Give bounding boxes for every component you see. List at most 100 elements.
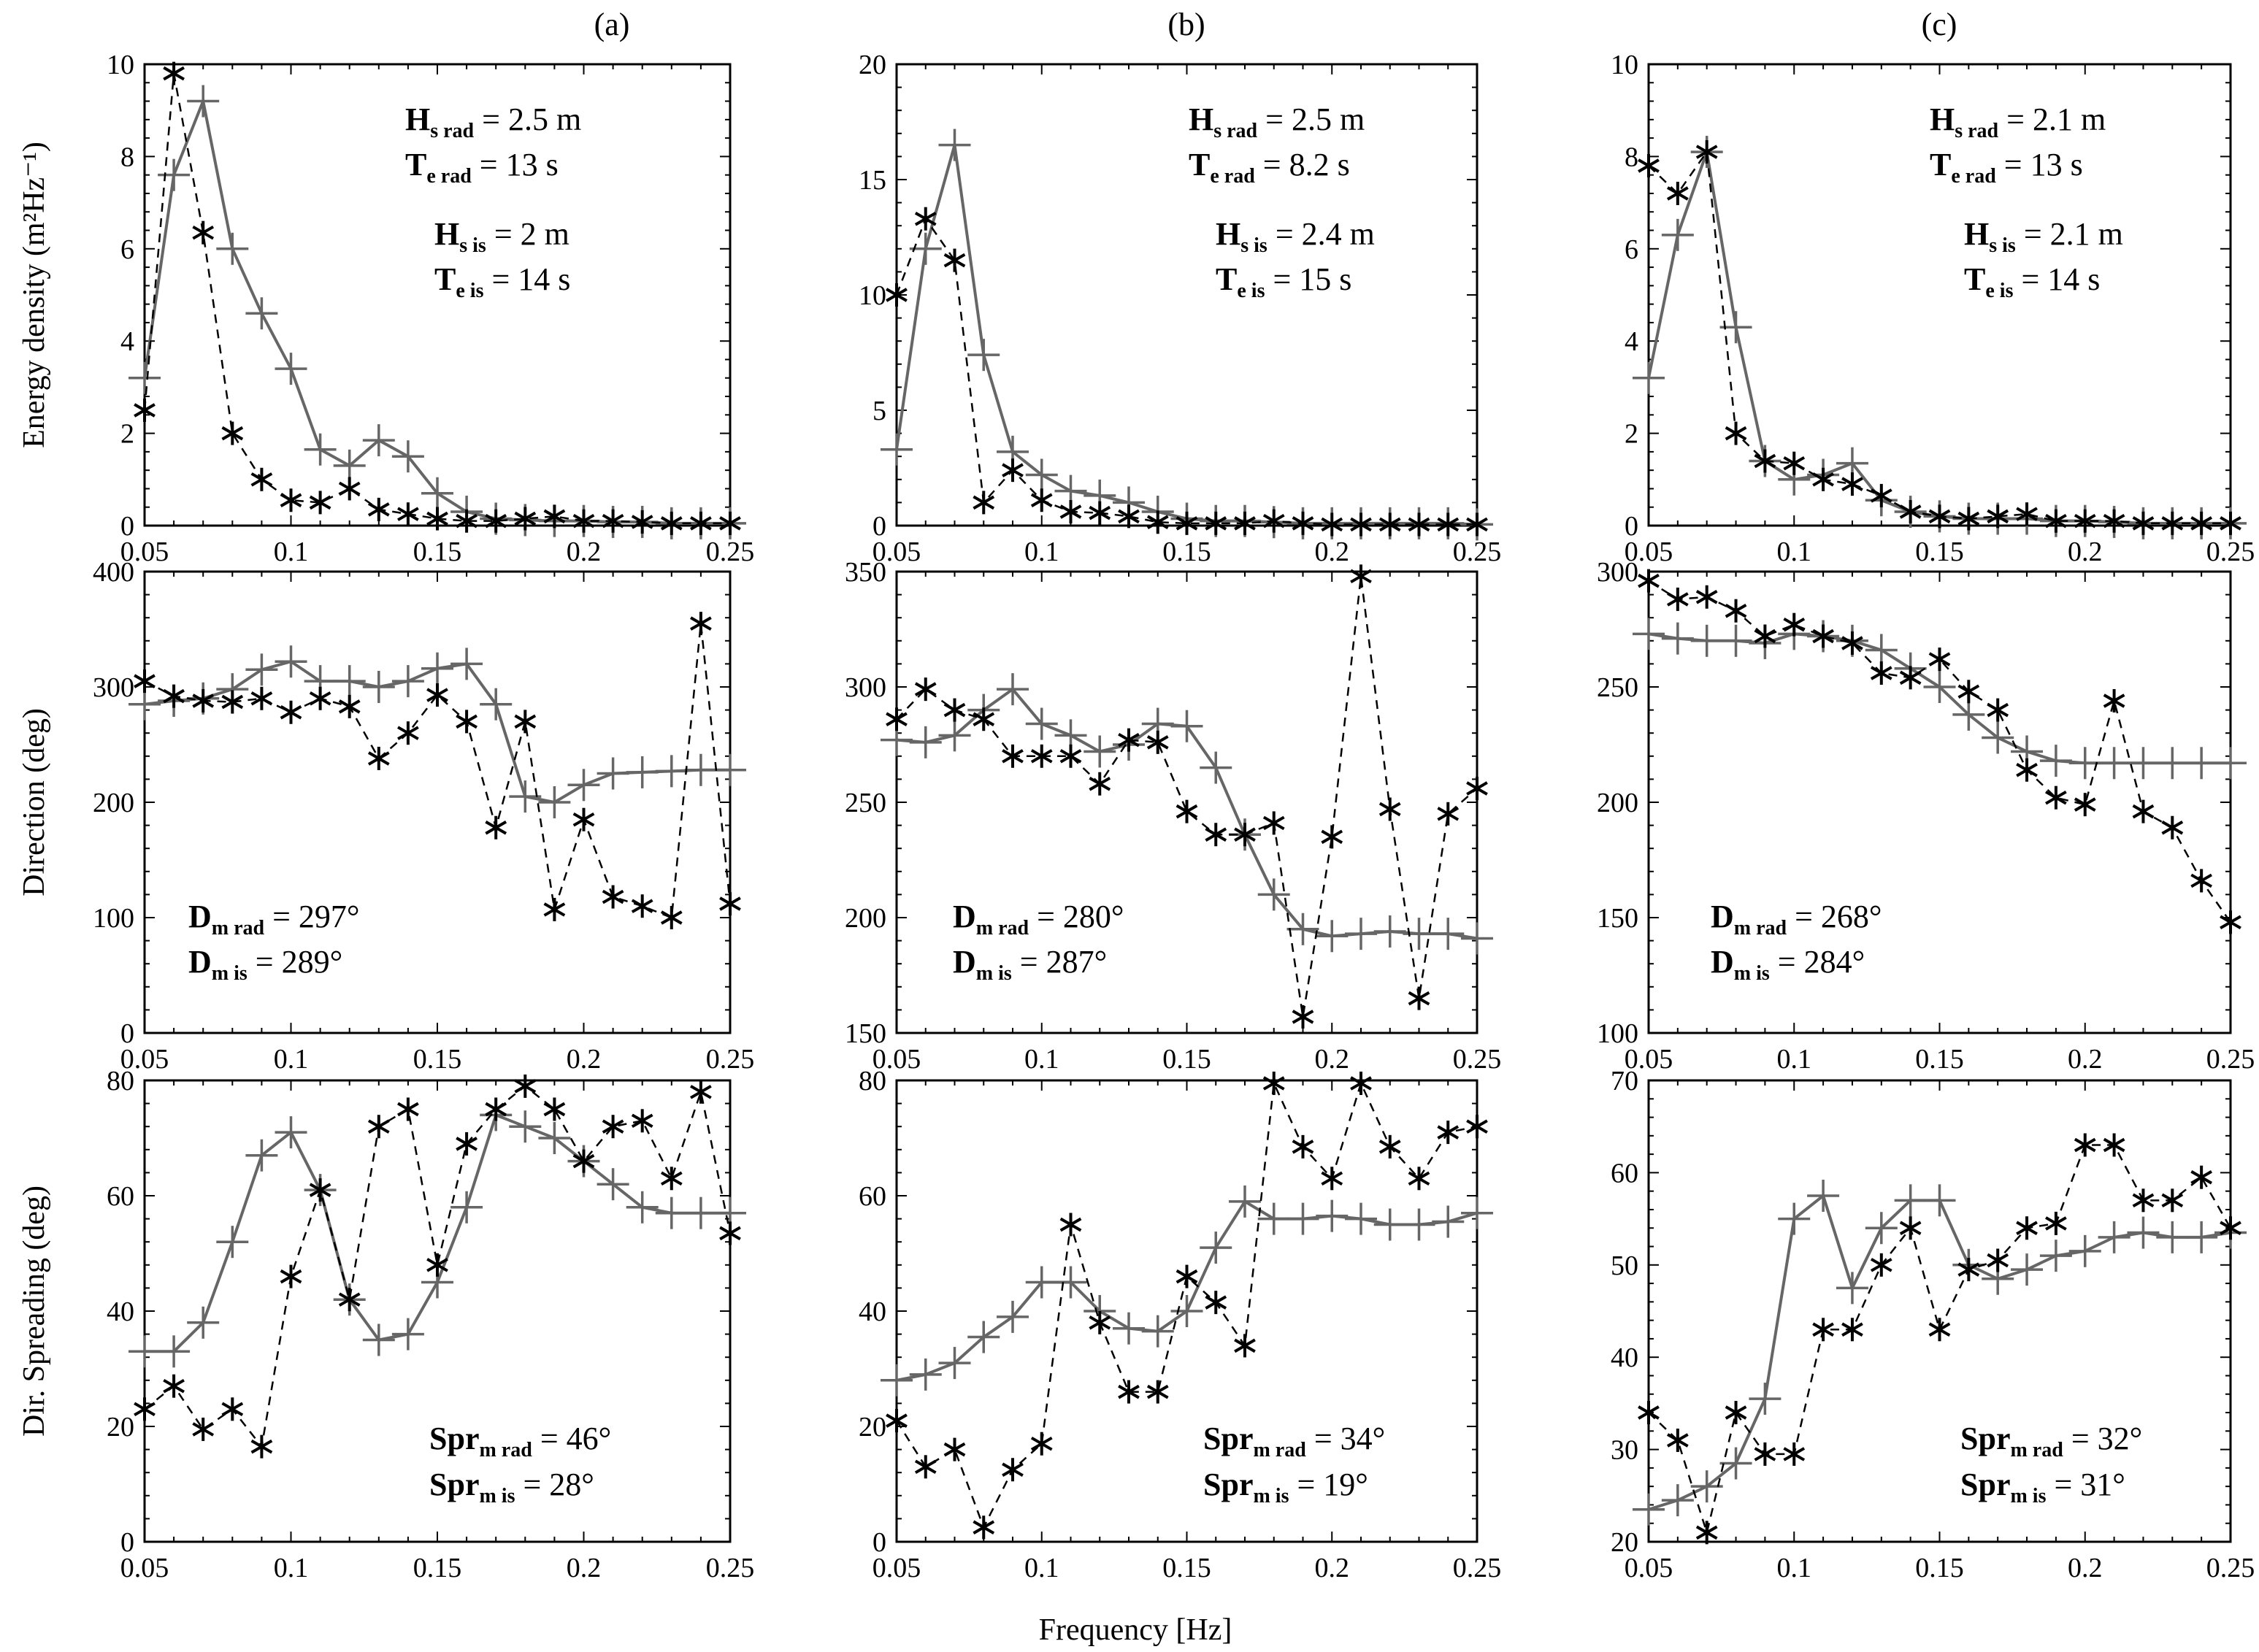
point-is (338, 694, 361, 718)
point-rad (1778, 1202, 1811, 1235)
y-tick-label: 200 (93, 788, 134, 818)
point-is (250, 686, 273, 710)
point-is (1059, 1213, 1082, 1237)
point-rad (2011, 1253, 2044, 1286)
y-tick-label: 15 (859, 165, 886, 196)
point-is (514, 710, 537, 734)
point-rad (421, 477, 453, 510)
point-is (367, 1115, 390, 1139)
point-is (543, 504, 566, 529)
x-tick-label: 0.25 (706, 537, 755, 567)
point-is (1234, 1334, 1256, 1358)
point-is (163, 684, 185, 708)
point-is (660, 906, 683, 929)
point-rad (597, 1168, 629, 1201)
point-rad (2185, 747, 2218, 780)
point-is (602, 1115, 624, 1139)
point-is (1205, 511, 1227, 535)
x-tick-label: 0.15 (1915, 537, 1964, 567)
x-tick-label: 0.1 (1024, 537, 1059, 567)
annotation: Sprm rad = 46° (429, 1421, 611, 1461)
panel-a-direction: 0 100 200 300 400 0.05 0.1 0.15 0.2 0.25 Direction… (18, 557, 754, 1075)
y-tick-label: 5 (872, 396, 886, 426)
x-tick-label: 0.25 (706, 1044, 755, 1075)
y-tick-label: 70 (1611, 1066, 1638, 1096)
x-tick-label: 0.05 (120, 537, 169, 567)
point-is (2190, 1165, 2213, 1189)
point-rad (684, 1196, 717, 1229)
point-rad (1923, 671, 1956, 703)
x-tick-label: 0.15 (1915, 1553, 1964, 1583)
point-is (1899, 1216, 1922, 1240)
point-rad (1865, 1212, 1898, 1245)
point-is (572, 1149, 595, 1173)
x-tick-label: 0.2 (1315, 1044, 1350, 1075)
point-is (1695, 1521, 1718, 1545)
point-is (1292, 511, 1314, 535)
point-is (886, 707, 908, 731)
x-tick-label: 0.25 (706, 1553, 755, 1583)
annotation: Te is = 14 s (434, 261, 570, 302)
series-line-is (896, 576, 1478, 1018)
point-rad (1084, 735, 1116, 768)
point-is (1841, 631, 1863, 655)
point-is (485, 509, 507, 533)
point-is (1175, 1264, 1198, 1288)
y-tick-label: 20 (1611, 1527, 1638, 1558)
point-is (1030, 1432, 1053, 1456)
annotation: Dm is = 287° (953, 944, 1107, 985)
x-tick-label: 0.2 (567, 1044, 602, 1075)
point-is (1437, 512, 1460, 537)
point-rad (333, 665, 366, 698)
point-rad (216, 1226, 249, 1259)
panel-c-spreading: 20 30 40 50 60 70 0.05 0.1 0.15 0.2 0.25 Sprm rad =… (1611, 1066, 2255, 1583)
point-rad (1432, 918, 1465, 950)
point-rad (158, 1335, 191, 1368)
point-is (631, 1109, 653, 1133)
point-is (719, 892, 741, 916)
point-is (192, 1417, 215, 1441)
y-tick-label: 200 (845, 903, 886, 934)
x-tick-label: 0.1 (274, 1044, 309, 1075)
annotation: Sprm rad = 34° (1203, 1421, 1385, 1461)
point-is (973, 707, 995, 731)
point-rad (1923, 1184, 1956, 1217)
x-tick-label: 0.05 (872, 1044, 921, 1075)
point-is (1987, 1248, 2009, 1272)
x-tick-label: 0.2 (2068, 1553, 2103, 1583)
point-is (1870, 1253, 1892, 1277)
point-is (2132, 799, 2155, 823)
x-tick-label: 0.15 (413, 1044, 462, 1075)
point-is (1725, 421, 1747, 445)
y-tick-label: 400 (93, 557, 134, 588)
point-rad (1432, 1205, 1465, 1238)
point-is (1408, 986, 1430, 1010)
point-is (1030, 488, 1053, 512)
point-rad (2185, 1221, 2218, 1253)
point-rad (538, 1122, 571, 1154)
point-rad (1286, 1202, 1319, 1235)
point-is (2190, 511, 2213, 535)
y-tick-label: 4 (120, 326, 134, 357)
point-is (1089, 1310, 1111, 1334)
annotation: Sprm rad = 32° (1960, 1421, 2142, 1461)
point-rad (2068, 1234, 2101, 1267)
point-rad (1170, 710, 1203, 742)
point-rad (967, 339, 1000, 372)
point-is (1002, 1458, 1024, 1482)
point-is (1928, 504, 1951, 529)
point-is (1292, 1004, 1314, 1029)
point-is (280, 488, 302, 512)
y-tick-label: 250 (845, 788, 886, 818)
y-tick-label: 6 (1625, 234, 1638, 265)
point-rad (333, 449, 366, 482)
point-is (1695, 140, 1718, 164)
point-rad (2127, 1216, 2160, 1249)
point-is (1754, 1442, 1776, 1466)
point-is (2016, 758, 2038, 782)
y-tick-label: 40 (107, 1296, 134, 1327)
point-rad (1170, 1295, 1203, 1327)
point-is (309, 686, 331, 710)
point-is (1118, 728, 1140, 752)
y-tick-label: 200 (1597, 788, 1638, 818)
